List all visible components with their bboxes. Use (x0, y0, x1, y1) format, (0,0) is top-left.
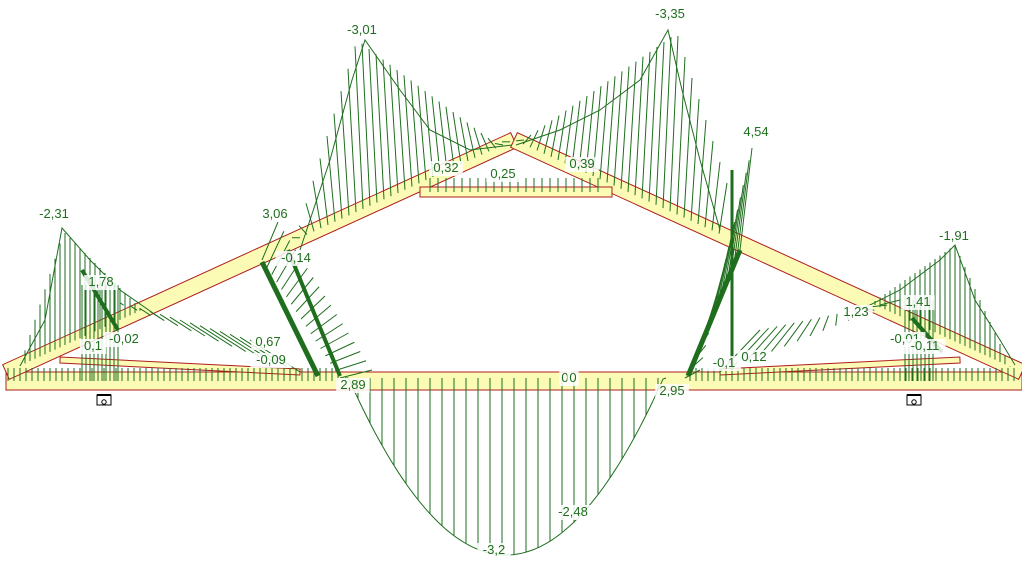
value-label-top-left-rafter-peak: -3,01 (341, 22, 383, 38)
svg-text:-2,48: -2,48 (558, 504, 588, 519)
right-rafter-lobe-outline (515, 28, 721, 231)
svg-text:0,1: 0,1 (84, 338, 102, 353)
value-label-left-heel-a: 0,1 (79, 338, 107, 354)
value-label-apex-mid: 0,25 (486, 166, 520, 182)
value-label-left-chord-b: -0,09 (250, 352, 292, 368)
svg-text:4,54: 4,54 (743, 124, 768, 139)
svg-text:-3,2: -3,2 (483, 542, 505, 557)
bottom-chord-parabola-outline (345, 377, 667, 556)
value-label-apex-right: 0,39 (565, 156, 599, 172)
svg-text:0: 0 (569, 370, 576, 385)
value-label-right-heel-peak: 1,41 (901, 294, 935, 310)
svg-text:1,23: 1,23 (843, 304, 868, 319)
right-rafter (510, 132, 1022, 380)
svg-text:2,89: 2,89 (340, 377, 365, 392)
left-web-member (259, 260, 321, 378)
value-label-bottom-chord-center-b: 0 (567, 370, 579, 386)
svg-text:-0,1: -0,1 (713, 355, 735, 370)
svg-text:-0,11: -0,11 (911, 338, 940, 353)
svg-text:-0,02: -0,02 (109, 331, 139, 346)
svg-text:0,39: 0,39 (569, 156, 594, 171)
moment-diagram-hatching (7, 35, 1015, 555)
right-rafter-lobe-hatch (515, 35, 728, 234)
svg-text:1,41: 1,41 (905, 294, 930, 309)
right-web-hatch (684, 147, 753, 379)
svg-text:2,95: 2,95 (659, 383, 684, 398)
collar-tie-hatch (429, 178, 599, 192)
bottom-chord-parabola-hatch (357, 378, 659, 555)
value-label-bottom-chord-mid: -2,48 (552, 504, 594, 520)
left-rafter-lobe-outline (299, 38, 513, 251)
value-label-right-heel-b: -0,11 (904, 338, 946, 354)
right-support-icon (906, 394, 922, 406)
collar-tie (419, 186, 613, 198)
svg-text:0: 0 (561, 370, 568, 385)
value-label-left-web-peak: 3,06 (258, 206, 292, 222)
right-overhang-outline (859, 244, 1016, 366)
left-overhang-outline (19, 226, 161, 367)
value-label-right-overhang-peak: -1,91 (933, 228, 975, 244)
svg-text:-3,01: -3,01 (347, 22, 377, 37)
left-overhang-hatch (24, 233, 141, 364)
value-label-left-heel-b: -0,02 (103, 331, 145, 347)
svg-text:-0,09: -0,09 (256, 352, 286, 367)
value-label-top-right-rafter-peak: -3,35 (649, 6, 691, 22)
svg-text:-3,35: -3,35 (655, 6, 685, 21)
bottom-chord-left-ticks (7, 368, 339, 381)
left-rafter (2, 132, 518, 380)
svg-text:0,67: 0,67 (255, 334, 280, 349)
left-web-member-b (286, 249, 342, 377)
value-label-bottom-chord-left: 2,89 (336, 377, 370, 393)
left-rafter-lobe-hatch (292, 43, 510, 239)
value-label-right-rafter-mid: 1,23 (839, 304, 873, 320)
supports (96, 394, 922, 406)
left-web-hatch (261, 221, 373, 379)
value-label-left-overhang-peak: -2,31 (33, 206, 75, 222)
svg-text:0,12: 0,12 (741, 349, 766, 364)
value-label-right-web-peak: 4,54 (739, 124, 773, 140)
left-heel-strut (59, 356, 301, 376)
svg-text:-2,31: -2,31 (39, 206, 69, 221)
value-label-left-heel-peak: 1,78 (84, 274, 118, 290)
svg-text:0,32: 0,32 (433, 160, 458, 175)
svg-text:-1,91: -1,91 (939, 228, 969, 243)
svg-text:3,06: 3,06 (262, 206, 287, 221)
moment-diagram-outlines (19, 28, 1016, 556)
value-label-left-chord-a: 0,67 (251, 334, 285, 350)
value-label-bottom-chord-center: 0 (559, 370, 571, 386)
value-label-left-web-minor: -0,14 (275, 250, 317, 266)
value-label-bottom-chord-right: 2,95 (655, 383, 689, 399)
svg-text:0,25: 0,25 (490, 166, 515, 181)
value-label-right-chord-b: 0,12 (737, 349, 771, 365)
value-label-bottom-chord-max: -3,2 (477, 542, 511, 558)
value-label-apex-left: 0,32 (429, 160, 463, 176)
svg-text:1,78: 1,78 (88, 274, 113, 289)
value-label-right-chord-a: -0,1 (707, 355, 741, 371)
svg-text:-0,14: -0,14 (281, 250, 311, 265)
value-labels: -3,01 -3,35 0,32 0,25 0,39 4,54 -2,31 3,06 -0,14… (33, 6, 975, 558)
left-support-icon (96, 394, 112, 406)
